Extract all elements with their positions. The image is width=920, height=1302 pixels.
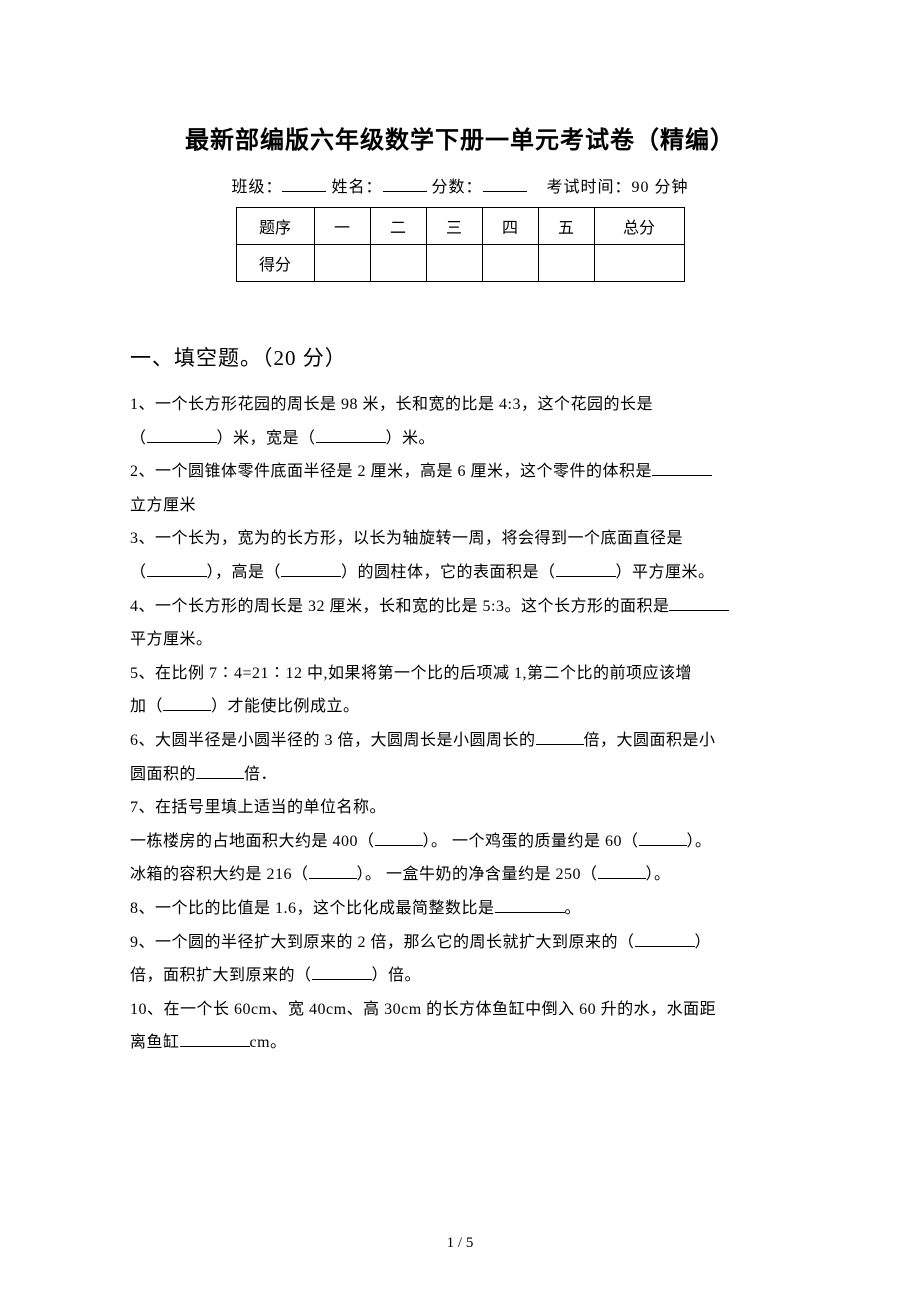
q-text: （ — [130, 564, 147, 581]
score-blank[interactable] — [483, 178, 527, 192]
header-cell: 一 — [314, 208, 370, 245]
q-text: ）。 一个鸡蛋的质量约是 60（ — [423, 833, 639, 850]
score-label: 分数： — [432, 179, 483, 196]
q-text: 加（ — [130, 698, 163, 715]
answer-blank[interactable] — [652, 462, 712, 476]
q-text: ） — [695, 934, 712, 951]
answer-blank[interactable] — [316, 429, 386, 443]
q-text: ），高是（ — [207, 564, 282, 581]
score-table: 题序 一 二 三 四 五 总分 得分 — [236, 207, 685, 282]
q-text: ）才能使比例成立。 — [211, 698, 360, 715]
q-text: cm。 — [250, 1034, 287, 1051]
meta-line: 班级： 姓名： 分数： 考试时间：90 分钟 — [130, 173, 790, 197]
header-cell: 二 — [370, 208, 426, 245]
q-text: 立方厘米 — [130, 497, 196, 514]
answer-blank[interactable] — [312, 966, 372, 980]
answer-blank[interactable] — [147, 563, 207, 577]
q-text: 8、一个比的比值是 1.6，这个比化成最简整数比是 — [130, 900, 495, 917]
answer-blank[interactable] — [598, 865, 646, 879]
question-6: 6、大圆半径是小圆半径的 3 倍，大圆周长是小圆周长的 倍，大圆面积是小 圆面积的… — [130, 724, 790, 791]
class-blank[interactable] — [282, 178, 326, 192]
q-text: ）。 — [687, 833, 712, 850]
time-label: 考试时间：90 分钟 — [547, 179, 689, 196]
q-text: 。 — [565, 900, 582, 917]
answer-blank[interactable] — [495, 899, 565, 913]
score-cell[interactable] — [594, 245, 684, 282]
q-text: 冰箱的容积大约是 216（ — [130, 866, 309, 883]
answer-blank[interactable] — [163, 697, 211, 711]
question-10: 10、在一个长 60cm、宽 40cm、高 30cm 的长方体鱼缸中倒入 60 … — [130, 993, 790, 1060]
question-8: 8、一个比的比值是 1.6，这个比化成最简整数比是 。 — [130, 892, 790, 926]
q-text: 10、在一个长 60cm、宽 40cm、高 30cm 的长方体鱼缸中倒入 60 … — [130, 1001, 716, 1018]
table-row: 得分 — [236, 245, 684, 282]
q-text: 5、在比例 7∶4=21∶12 中,如果将第一个比的后项减 1,第二个比的前项应… — [130, 665, 692, 682]
answer-blank[interactable] — [556, 563, 616, 577]
q-text: 倍． — [244, 766, 277, 783]
q-text: 6、大圆半径是小圆半径的 3 倍，大圆周长是小圆周长的 — [130, 732, 536, 749]
q-text: ）平方厘米。 — [616, 564, 715, 581]
q-text: 7、在括号里填上适当的单位名称。 — [130, 799, 386, 816]
q-text: 倍，面积扩大到原来的（ — [130, 967, 312, 984]
answer-blank[interactable] — [635, 933, 695, 947]
header-cell: 总分 — [594, 208, 684, 245]
q-text: ）。 — [646, 866, 671, 883]
header-cell: 三 — [426, 208, 482, 245]
answer-blank[interactable] — [180, 1033, 250, 1047]
header-cell: 四 — [482, 208, 538, 245]
question-9: 9、一个圆的半径扩大到原来的 2 倍，那么它的周长就扩大到原来的（ ） 倍，面积扩… — [130, 926, 790, 993]
score-cell[interactable] — [370, 245, 426, 282]
question-2: 2、一个圆锥体零件底面半径是 2 厘米，高是 6 厘米，这个零件的体积是 立方厘… — [130, 455, 790, 522]
q-text: 离鱼缸 — [130, 1034, 180, 1051]
score-cell[interactable] — [538, 245, 594, 282]
name-label: 姓名： — [331, 179, 382, 196]
question-1: 1、一个长方形花园的周长是 98 米，长和宽的比是 4:3，这个花园的长是 （ ）… — [130, 388, 790, 455]
score-cell[interactable] — [314, 245, 370, 282]
q-text: ）倍。 — [372, 967, 422, 984]
answer-blank[interactable] — [281, 563, 341, 577]
question-7: 7、在括号里填上适当的单位名称。 一栋楼房的占地面积大约是 400（ ）。 一个鸡… — [130, 791, 790, 892]
answer-blank[interactable] — [147, 429, 217, 443]
q-text: ）米。 — [386, 430, 436, 447]
score-cell[interactable] — [482, 245, 538, 282]
answer-blank[interactable] — [196, 765, 244, 779]
q-text: 圆面积的 — [130, 766, 196, 783]
section-title: 一、填空题。（20 分） — [130, 342, 790, 372]
q-text: 9、一个圆的半径扩大到原来的 2 倍，那么它的周长就扩大到原来的（ — [130, 934, 635, 951]
q-text: 1、一个长方形花园的周长是 98 米，长和宽的比是 4:3，这个花园的长是 — [130, 396, 653, 413]
q-text: 3、一个长为，宽为的长方形，以长为轴旋转一周，将会得到一个底面直径是 — [130, 530, 683, 547]
answer-blank[interactable] — [375, 832, 423, 846]
q-text: 一栋楼房的占地面积大约是 400（ — [130, 833, 375, 850]
answer-blank[interactable] — [669, 597, 729, 611]
q-text: ）。 一盒牛奶的净含量约是 250（ — [357, 866, 598, 883]
answer-blank[interactable] — [639, 832, 687, 846]
header-cell: 五 — [538, 208, 594, 245]
name-blank[interactable] — [383, 178, 427, 192]
page-number: 1 / 5 — [0, 1235, 920, 1252]
answer-blank[interactable] — [536, 731, 584, 745]
exam-title: 最新部编版六年级数学下册一单元考试卷（精编） — [130, 120, 790, 155]
row-label-cell: 得分 — [236, 245, 314, 282]
score-cell[interactable] — [426, 245, 482, 282]
q-text: 倍，大圆面积是小 — [584, 732, 716, 749]
q-text: 2、一个圆锥体零件底面半径是 2 厘米，高是 6 厘米，这个零件的体积是 — [130, 463, 652, 480]
q-text: 4、一个长方形的周长是 32 厘米，长和宽的比是 5:3。这个长方形的面积是 — [130, 598, 669, 615]
table-row: 题序 一 二 三 四 五 总分 — [236, 208, 684, 245]
question-3: 3、一个长为，宽为的长方形，以长为轴旋转一周，将会得到一个底面直径是 （ ），高是… — [130, 522, 790, 589]
question-4: 4、一个长方形的周长是 32 厘米，长和宽的比是 5:3。这个长方形的面积是 平… — [130, 590, 790, 657]
q-text: ）米，宽是（ — [217, 430, 316, 447]
answer-blank[interactable] — [309, 865, 357, 879]
question-5: 5、在比例 7∶4=21∶12 中,如果将第一个比的后项减 1,第二个比的前项应… — [130, 657, 790, 724]
class-label: 班级： — [231, 179, 282, 196]
q-text: 平方厘米。 — [130, 631, 213, 648]
q-text: ）的圆柱体，它的表面积是（ — [341, 564, 556, 581]
q-text: （ — [130, 430, 147, 447]
header-cell: 题序 — [236, 208, 314, 245]
